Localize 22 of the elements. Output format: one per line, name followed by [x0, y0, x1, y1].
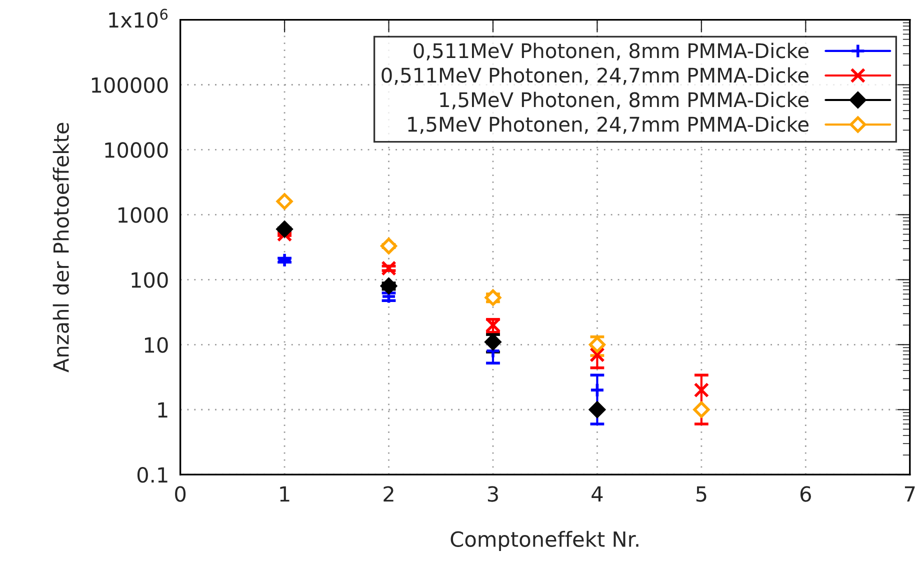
x-tick-label: 4 [592, 486, 603, 502]
x-tick-label: 5 [696, 486, 706, 502]
y-tick-label: 100000 [92, 77, 168, 93]
x-tick-label: 1 [280, 486, 290, 502]
y-tick-label: 10000 [105, 142, 168, 158]
legend-label: 1,5MeV Photonen, 24,7mm PMMA-Dicke [408, 116, 808, 134]
y-tick-label: 10 [144, 337, 168, 353]
y-tick-label: 1x10$^{6}$ [109, 8, 168, 28]
y-tick-label: 1000 [118, 207, 168, 223]
y-tick-label: 100 [132, 272, 168, 288]
y-axis-title: Anzahl der Photoeffekte [52, 122, 69, 372]
y-tick-label: 1 [158, 402, 168, 418]
legend-label: 1,5MeV Photonen, 8mm PMMA-Dicke [440, 92, 808, 110]
legend-label: 0,511MeV Photonen, 24,7mm PMMA-Dicke [382, 67, 808, 85]
x-tick-label: 2 [384, 486, 394, 502]
y-tick-label: 0.1 [137, 467, 168, 483]
x-tick-label: 6 [800, 486, 811, 502]
legend-label: 0,511MeV Photonen, 8mm PMMA-Dicke [414, 42, 808, 60]
x-tick-label: 0 [175, 486, 186, 502]
x-axis-title: Comptoneffekt Nr. [450, 530, 638, 552]
x-tick-label: 3 [488, 486, 498, 502]
x-tick-label: 7 [904, 486, 915, 502]
